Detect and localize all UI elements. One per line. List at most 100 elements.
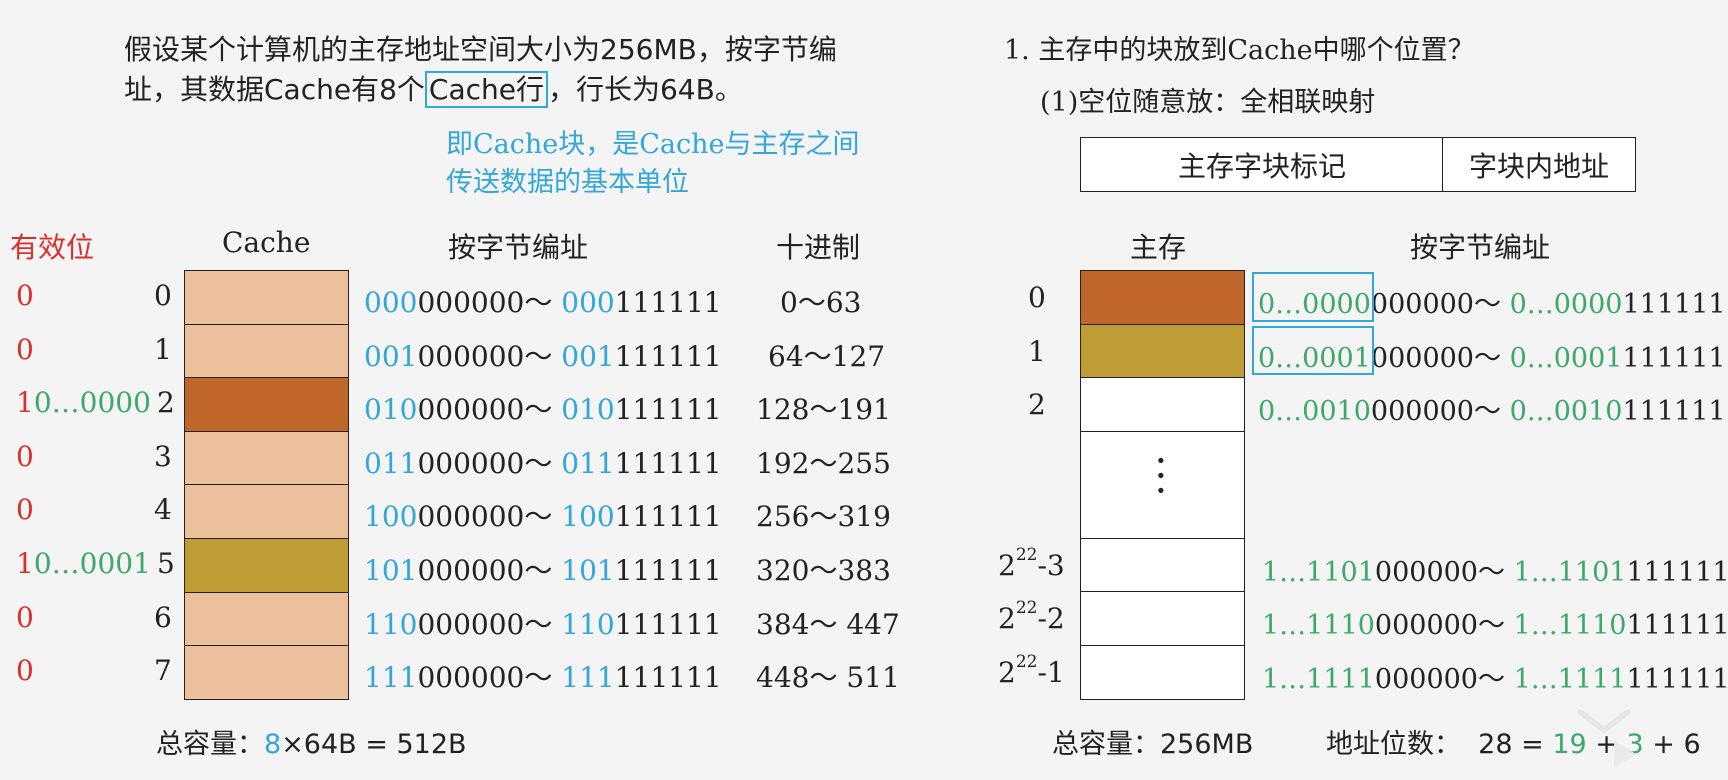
addr-sep: ～ xyxy=(524,500,562,534)
cache-line-index: 5 xyxy=(157,547,175,580)
cache-line-index: 2 xyxy=(157,386,175,420)
addr-end-suffix: 111111 xyxy=(1626,610,1728,642)
left-address-range: 110000000～ 110111111 xyxy=(364,603,722,643)
address-bits-plus1: + xyxy=(1586,729,1627,760)
addr-sep: ～ xyxy=(524,554,562,587)
valid-tag: 0…0001 xyxy=(33,547,151,580)
valid-bit: 0 xyxy=(16,279,34,312)
address-bits-rest: + 6 xyxy=(1643,729,1701,760)
addr-end-suffix: 111111 xyxy=(1622,396,1726,428)
addr-start-suffix: 000000 xyxy=(1370,342,1474,374)
memory-block-index: 222-1 xyxy=(998,652,1065,689)
left-address-range: 001000000～ 001111111 xyxy=(364,335,722,375)
cache-capacity: 总容量：8×64B = 512B xyxy=(156,722,467,761)
addr-sep: ～ xyxy=(524,286,562,319)
addr-start-suffix: 000000 xyxy=(417,554,525,587)
intro-line-1: 假设某个计算机的主存地址空间大小为256MB，按字节编 xyxy=(124,33,837,66)
left-address-range: 010000000～ 010111111 xyxy=(364,388,722,428)
intro-line-2c: ，行长为64B。 xyxy=(547,73,743,106)
addr-end-prefix: 1…1110 xyxy=(1513,610,1627,642)
valid-bit-value: 0 xyxy=(16,279,34,312)
cache-line-3 xyxy=(184,430,349,486)
cache-line-5 xyxy=(184,538,349,594)
addr-start-suffix: 000000 xyxy=(1374,664,1478,695)
memory-block xyxy=(1080,645,1245,701)
memory-block-index: 0 xyxy=(1028,281,1046,314)
cache-line-index: 4 xyxy=(154,493,172,527)
cache-line-0 xyxy=(184,270,349,326)
addr-start-prefix: 010 xyxy=(364,393,418,427)
decimal-range: 128～191 xyxy=(756,393,891,427)
addr-start-prefix: 100 xyxy=(364,500,418,534)
decimal-range: 448～ 511 xyxy=(756,661,900,695)
address-bits-value: 28 = xyxy=(1478,729,1553,760)
addr-sep: ～ xyxy=(1477,610,1514,642)
addr-start-prefix: 101 xyxy=(364,554,418,587)
decimal-range: 256～319 xyxy=(756,500,891,534)
cache-line-index: 7 xyxy=(154,654,172,688)
addr-end-prefix: 0…0000 xyxy=(1509,289,1623,320)
addr-end-suffix: 111111 xyxy=(614,393,722,427)
addr-end-suffix: 111111 xyxy=(614,286,722,319)
index-base: 2 xyxy=(1028,388,1046,422)
index-suffix: -1 xyxy=(1037,656,1065,689)
note-line-2: 传送数据的基本单位 xyxy=(446,167,689,198)
cache-header: Cache xyxy=(222,226,311,259)
addr-start-prefix: 111 xyxy=(364,661,418,695)
address-format-tag-label: 主存字块标记 xyxy=(1177,149,1346,183)
addr-end-prefix: 001 xyxy=(561,339,615,373)
addr-end-suffix: 111111 xyxy=(614,339,722,373)
addr-end-suffix: 111111 xyxy=(614,446,722,480)
cache-line-index: 3 xyxy=(154,439,172,473)
memory-capacity-value: 256MB xyxy=(1160,729,1254,760)
index-exponent: 22 xyxy=(1015,652,1038,672)
valid-bit: 10…0001 xyxy=(16,547,151,580)
left-address-range: 000000000～ 000111111 xyxy=(364,281,722,321)
question-sub: (1)空位随意放：全相联映射 xyxy=(1040,87,1376,118)
addr-start-prefix: 1…1101 xyxy=(1262,556,1375,588)
index-base: 1 xyxy=(1028,334,1046,368)
right-address-range: 0…0001000000～ 0…0001111111 xyxy=(1258,336,1726,375)
valid-bit-value: 0 xyxy=(16,332,34,366)
cache-line-4 xyxy=(184,484,349,540)
cache-line-index: 1 xyxy=(154,332,172,366)
memory-block xyxy=(1080,270,1245,326)
valid-bit: 0 xyxy=(16,333,34,366)
addr-end-prefix: 0…0001 xyxy=(1509,342,1623,374)
addr-start-suffix: 000000 xyxy=(417,393,525,427)
addr-start-suffix: 000000 xyxy=(417,446,525,480)
memory-block xyxy=(1080,591,1245,647)
addr-start-suffix: 000000 xyxy=(417,607,525,641)
left-address-range: 100000000～ 100111111 xyxy=(364,495,722,535)
addr-end-suffix: 111111 xyxy=(1622,342,1726,374)
addr-start-prefix: 001 xyxy=(364,339,418,373)
tag-highlight-box xyxy=(1252,272,1374,322)
decimal-header: 十进制 xyxy=(776,231,861,264)
index-exponent: 22 xyxy=(1015,544,1038,565)
addr-sep: ～ xyxy=(524,661,562,695)
decimal-range: 192～255 xyxy=(756,446,891,480)
memory-capacity: 总容量：256MB xyxy=(1052,722,1253,761)
addr-end-prefix: 1…1101 xyxy=(1513,556,1627,588)
right-address-range: 1…1110000000～ 1…1110111111 xyxy=(1262,603,1728,642)
cache-line-6 xyxy=(184,591,349,647)
addr-end-prefix: 100 xyxy=(561,500,615,534)
address-bits: 地址位数： 28 = 19 + 3 + 6 xyxy=(1326,722,1701,761)
addr-start-prefix: 110 xyxy=(364,607,418,641)
addr-start-prefix: 000 xyxy=(364,286,418,319)
addr-start-prefix: 1…1111 xyxy=(1262,664,1375,695)
addr-start-suffix: 000000 xyxy=(417,339,525,373)
index-base: 2 xyxy=(998,548,1016,582)
memory-block-index: 222-3 xyxy=(998,545,1065,582)
cache-line-index: 0 xyxy=(154,279,172,312)
address-format-tag: 主存字块标记 xyxy=(1080,137,1444,192)
memory-block xyxy=(1080,537,1245,593)
right-address-range: 1…1111000000～ 1…1111111111 xyxy=(1262,657,1728,696)
memory-block xyxy=(1080,377,1245,433)
addr-start-suffix: 000000 xyxy=(1370,396,1474,428)
addr-sep: ～ xyxy=(1473,396,1510,428)
addr-end-suffix: 111111 xyxy=(1626,556,1728,588)
addr-end-suffix: 111111 xyxy=(1622,289,1726,320)
play-button[interactable] xyxy=(1574,706,1660,770)
addr-start-suffix: 000000 xyxy=(1374,610,1478,642)
